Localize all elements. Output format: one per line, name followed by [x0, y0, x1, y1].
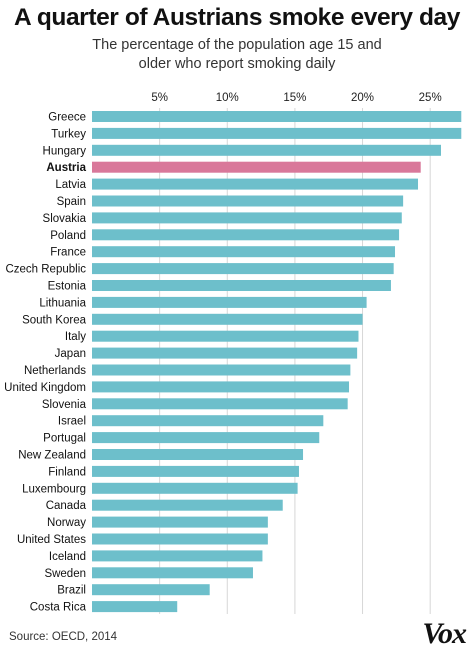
- category-label: Costa Rica: [30, 602, 87, 614]
- category-label: Norway: [47, 517, 86, 529]
- category-label: Israel: [58, 416, 86, 428]
- category-label: Japan: [55, 348, 86, 360]
- category-label: Canada: [46, 500, 87, 512]
- category-label: Hungary: [43, 145, 87, 157]
- bar-norway: [92, 516, 268, 528]
- category-label: United States: [17, 534, 86, 546]
- category-labels: Greece Turkey Hungary Austria Latvia Spain Slo…: [4, 112, 86, 614]
- bar-france: [92, 246, 396, 258]
- category-label: Poland: [50, 230, 86, 242]
- bar-new-zealand: [92, 449, 304, 460]
- x-tick-label: 20%: [351, 92, 374, 104]
- category-label: Spain: [57, 196, 86, 208]
- subtitle-line-2: older who report smoking daily: [138, 56, 336, 72]
- chart-subtitle: The percentage of the population age 15 …: [0, 36, 474, 74]
- bar-united-kingdom: [92, 381, 350, 393]
- bar-costa-rica: [92, 601, 178, 613]
- chart-title: A quarter of Austrians smoke every day: [14, 4, 460, 31]
- bar-slovakia: [92, 212, 402, 224]
- bar-japan: [92, 347, 358, 359]
- bar-czech-republic: [92, 263, 394, 275]
- bar-poland: [92, 229, 400, 241]
- vox-logo: Vox: [422, 617, 467, 650]
- category-label: United Kingdom: [4, 382, 86, 394]
- category-label: Brazil: [57, 585, 86, 597]
- category-label: Sweden: [44, 568, 86, 580]
- category-label: Slovenia: [42, 399, 87, 411]
- grid-lines: [159, 108, 431, 614]
- category-label: Czech Republic: [5, 264, 86, 276]
- bar-netherlands: [92, 364, 351, 376]
- bars: [92, 111, 462, 613]
- subtitle-line-1: The percentage of the population age 15 …: [92, 37, 382, 53]
- bar-luxembourg: [92, 482, 298, 494]
- category-label: Finland: [48, 466, 86, 478]
- category-label: Latvia: [55, 179, 86, 191]
- bar-latvia: [92, 178, 419, 190]
- category-label: New Zealand: [18, 450, 86, 462]
- bar-hungary: [92, 144, 441, 156]
- x-tick-label: 10%: [216, 92, 239, 104]
- category-label: Slovakia: [43, 213, 87, 225]
- bar-lithuania: [92, 296, 367, 308]
- bar-portugal: [92, 432, 320, 444]
- bar-estonia: [92, 280, 391, 291]
- category-label: Italy: [65, 331, 86, 343]
- x-tick-label: 5%: [151, 92, 168, 104]
- bar-united-states: [92, 533, 268, 545]
- x-tick-label: 25%: [419, 92, 442, 104]
- source-note: Source: OECD, 2014: [9, 631, 118, 643]
- bar-slovenia: [92, 398, 348, 410]
- bar-spain: [92, 195, 404, 207]
- bar-israel: [92, 415, 324, 427]
- bar-italy: [92, 330, 359, 342]
- category-label: Turkey: [51, 128, 86, 140]
- bar-turkey: [92, 127, 462, 139]
- category-label: France: [50, 247, 86, 259]
- category-label: Greece: [48, 112, 86, 124]
- category-label: Estonia: [48, 281, 87, 293]
- category-label: Netherlands: [24, 365, 86, 377]
- bar-greece: [92, 111, 462, 122]
- bar-iceland: [92, 550, 263, 562]
- category-label: Luxembourg: [22, 483, 86, 495]
- category-label: Lithuania: [39, 297, 86, 309]
- bar-austria: [92, 161, 421, 173]
- bar-finland: [92, 465, 299, 477]
- bar-canada: [92, 499, 283, 511]
- category-label: Iceland: [49, 551, 86, 563]
- category-label: Austria: [46, 162, 86, 174]
- x-axis-ticks: 5% 10% 15% 20% 25%: [151, 92, 441, 104]
- bar-south-korea: [92, 313, 363, 325]
- x-tick-label: 15%: [283, 92, 306, 104]
- category-label: South Korea: [22, 314, 87, 326]
- bar-sweden: [92, 567, 253, 579]
- bar-brazil: [92, 584, 210, 596]
- category-label: Portugal: [43, 433, 86, 445]
